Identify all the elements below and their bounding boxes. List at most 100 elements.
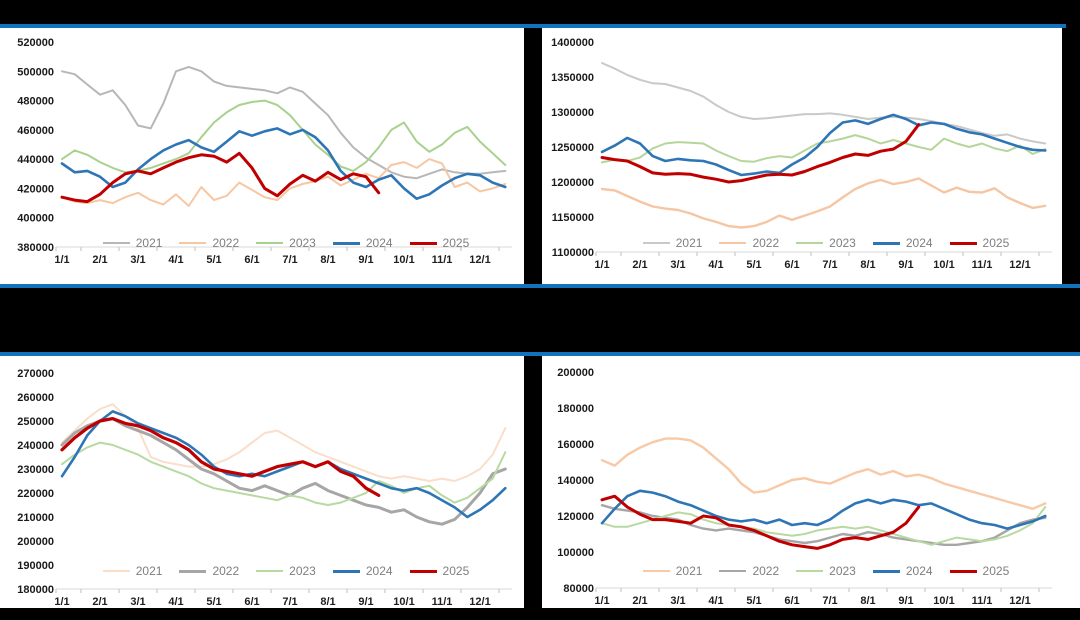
x-axis-tick-label: 6/1 <box>244 254 259 266</box>
x-axis-tick-label: 8/1 <box>860 259 875 271</box>
x-axis-tick-label: 10/1 <box>393 254 414 266</box>
legend-label: 2021 <box>675 236 703 250</box>
x-axis-tick-label: 5/1 <box>746 259 761 271</box>
series-line-2023 <box>601 506 1047 546</box>
y-axis-tick-label: 420000 <box>17 183 54 195</box>
legend-line-swatch <box>872 241 900 245</box>
legend-item-2025: 2025 <box>949 236 1009 250</box>
legend-line-swatch <box>796 242 824 244</box>
y-axis-tick-label: 460000 <box>17 125 54 137</box>
x-axis-tick-label: 7/1 <box>822 595 837 607</box>
y-axis-tick-label: 480000 <box>17 96 54 108</box>
x-axis-tick-label: 9/1 <box>898 595 913 607</box>
line-chart-svg: 270000 260000 250000 240000 230000 220000 2100… <box>17 368 512 608</box>
redacted-title-bar-top <box>0 0 1080 24</box>
x-axis-tick-label: 2/1 <box>632 595 647 607</box>
legend-label: 2025 <box>442 236 470 250</box>
legend-item-2021: 2021 <box>102 236 162 250</box>
legend-label: 2024 <box>365 564 393 578</box>
chart-legend: 2021 2022 2023 2024 2025 <box>56 234 516 252</box>
legend-label: 2024 <box>365 236 393 250</box>
x-axis-tick-label: 5/1 <box>206 596 221 608</box>
legend-line-swatch <box>949 241 977 245</box>
y-axis-tick-label: 180000 <box>17 584 54 596</box>
legend-line-swatch <box>409 569 437 573</box>
chart-bottom-right: 200000 180000 160000 140000 120000 100000 8000… <box>540 356 1080 608</box>
redacted-center-divider <box>524 28 542 608</box>
x-axis-tick-label: 4/1 <box>708 259 723 271</box>
chart-top-right: 1400000 1350000 1300000 1250000 1200000 11500… <box>540 28 1080 284</box>
x-axis-tick-label: 4/1 <box>708 595 723 607</box>
x-axis-tick-label: 3/1 <box>130 596 145 608</box>
series-line-2022 <box>61 158 507 207</box>
x-axis-tick-label: 1/1 <box>54 254 69 266</box>
chart-legend: 2021 2022 2023 2024 2025 <box>596 234 1056 252</box>
chart-legend: 2021 2022 2023 2024 2025 <box>596 562 1056 580</box>
y-axis-tick-label: 120000 <box>557 511 594 523</box>
x-axis-tick-label: 6/1 <box>784 259 799 271</box>
x-axis-tick-label: 2/1 <box>92 254 107 266</box>
legend-line-swatch <box>179 242 207 244</box>
y-axis-tick-label: 1250000 <box>551 142 594 154</box>
y-axis-tick-label: 250000 <box>17 416 54 428</box>
x-axis-tick-label: 8/1 <box>860 595 875 607</box>
y-axis-tick-label: 1200000 <box>551 177 594 189</box>
legend-line-swatch <box>642 242 670 244</box>
chart-top-left: 520000 500000 480000 460000 440000 420000 4000… <box>0 28 540 284</box>
y-axis-tick-label: 440000 <box>17 154 54 166</box>
legend-line-swatch <box>409 241 437 245</box>
y-axis-tick-label: 260000 <box>17 392 54 404</box>
series-line-2024 <box>600 489 1047 530</box>
x-axis-tick-label: 3/1 <box>670 259 685 271</box>
y-axis-tick-label: 1350000 <box>551 72 594 84</box>
legend-line-swatch <box>332 569 360 573</box>
legend-item-2021: 2021 <box>642 236 703 250</box>
x-axis-tick-label: 7/1 <box>282 254 297 266</box>
series-line-2025 <box>60 416 381 497</box>
x-axis-tick-label: 10/1 <box>933 595 954 607</box>
x-axis-tick-label: 3/1 <box>670 595 685 607</box>
legend-item-2022: 2022 <box>179 564 239 578</box>
legend-line-swatch <box>256 242 284 244</box>
legend-label: 2023 <box>289 564 316 578</box>
y-axis-tick-label: 200000 <box>17 536 54 548</box>
y-axis-tick-label: 500000 <box>17 66 54 78</box>
line-chart-svg: 1400000 1350000 1300000 1250000 1200000 11500… <box>551 37 1052 271</box>
x-axis-tick-label: 10/1 <box>393 596 414 608</box>
x-axis-tick-label: 11/1 <box>972 259 993 271</box>
x-axis-tick-label: 9/1 <box>358 254 373 266</box>
legend-item-2021: 2021 <box>102 564 162 578</box>
legend-label: 2025 <box>982 564 1010 578</box>
x-axis-tick-label: 2/1 <box>632 259 647 271</box>
x-axis-tick-label: 5/1 <box>746 595 761 607</box>
redacted-right-strip <box>1062 0 1080 352</box>
legend-label: 2023 <box>829 564 856 578</box>
header-rule-middle-bottom <box>0 352 1080 356</box>
legend-line-swatch <box>179 569 207 573</box>
x-axis-tick-label: 11/1 <box>972 595 993 607</box>
legend-line-swatch <box>872 569 900 573</box>
series-line-2024 <box>60 410 507 519</box>
legend-line-swatch <box>332 241 360 245</box>
legend-label: 2022 <box>752 564 780 578</box>
x-axis-tick-label: 1/1 <box>594 259 609 271</box>
series-line-2023 <box>601 134 1047 164</box>
series-line-2021 <box>601 62 1047 145</box>
legend-item-2023: 2023 <box>796 564 856 578</box>
legend-line-swatch <box>719 242 747 244</box>
x-axis-tick-label: 12/1 <box>469 254 490 266</box>
y-axis-tick-label: 160000 <box>557 439 594 451</box>
legend-label: 2022 <box>212 236 240 250</box>
x-axis-tick-label: 7/1 <box>282 596 297 608</box>
legend-item-2021: 2021 <box>642 564 702 578</box>
x-axis-tick-label: 11/1 <box>432 254 453 266</box>
y-axis-tick-label: 1150000 <box>552 212 594 224</box>
legend-line-swatch <box>642 570 670 572</box>
legend-item-2023: 2023 <box>256 564 316 578</box>
legend-label: 2023 <box>289 236 316 250</box>
series-line-2022 <box>600 177 1047 229</box>
line-chart-svg: 200000 180000 160000 140000 120000 100000 8000… <box>557 367 1052 607</box>
legend-item-2023: 2023 <box>796 236 856 250</box>
legend-line-swatch <box>102 570 130 572</box>
y-axis-tick-label: 400000 <box>17 213 54 225</box>
